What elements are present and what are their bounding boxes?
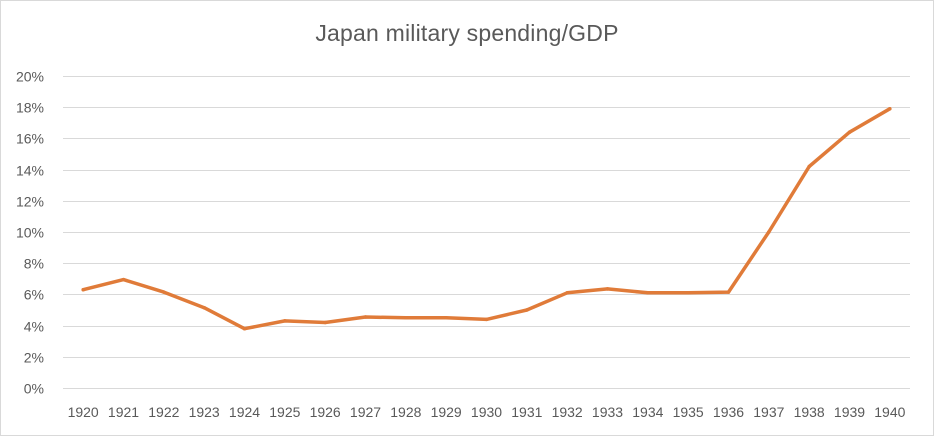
x-tick-label: 1939 bbox=[834, 404, 865, 420]
data-point-1939 bbox=[847, 130, 852, 134]
x-axis-tick-labels: 1920 1921 1922 1923 1924 1925 1926 1927 1928 1929… bbox=[68, 404, 906, 420]
chart-title: Japan military spending/GDP bbox=[315, 20, 619, 46]
x-tick-label: 1933 bbox=[592, 404, 623, 420]
y-tick-label: 2% bbox=[24, 350, 44, 366]
x-tick-label: 1932 bbox=[552, 404, 583, 420]
y-tick-label: 0% bbox=[24, 381, 44, 397]
series-layer bbox=[81, 107, 892, 331]
x-tick-label: 1927 bbox=[350, 404, 381, 420]
data-point-1920 bbox=[81, 287, 85, 292]
y-tick-label: 18% bbox=[16, 100, 44, 116]
x-tick-label: 1931 bbox=[511, 404, 542, 420]
data-point-1933 bbox=[605, 287, 610, 291]
data-point-1925 bbox=[283, 319, 287, 323]
data-point-1923 bbox=[202, 305, 206, 310]
data-point-1934 bbox=[646, 291, 650, 295]
x-tick-label: 1929 bbox=[431, 404, 462, 420]
y-tick-label: 10% bbox=[16, 225, 44, 241]
x-tick-label: 1936 bbox=[713, 404, 744, 420]
x-tick-label: 1923 bbox=[189, 404, 220, 420]
y-tick-label: 8% bbox=[24, 256, 44, 272]
data-point-1924 bbox=[242, 326, 247, 331]
data-point-1928 bbox=[404, 316, 408, 320]
data-point-1929 bbox=[444, 316, 448, 320]
data-point-1940 bbox=[888, 107, 892, 111]
gridlines bbox=[63, 76, 910, 389]
data-point-1936 bbox=[726, 290, 731, 294]
y-tick-label: 20% bbox=[16, 69, 44, 85]
y-tick-label: 6% bbox=[24, 287, 44, 303]
data-point-1922 bbox=[162, 290, 166, 294]
data-point-1931 bbox=[525, 308, 529, 312]
data-point-1921 bbox=[121, 277, 126, 282]
data-point-1937 bbox=[767, 230, 771, 234]
x-tick-label: 1922 bbox=[148, 404, 179, 420]
y-tick-label: 16% bbox=[16, 131, 44, 147]
x-tick-label: 1921 bbox=[108, 404, 139, 420]
y-tick-label: 12% bbox=[16, 194, 44, 210]
x-tick-label: 1924 bbox=[229, 404, 260, 420]
x-tick-label: 1920 bbox=[68, 404, 99, 420]
x-tick-label: 1940 bbox=[874, 404, 905, 420]
y-tick-label: 14% bbox=[16, 163, 44, 179]
data-point-1926 bbox=[323, 320, 327, 325]
data-point-1932 bbox=[565, 291, 569, 295]
x-tick-label: 1926 bbox=[310, 404, 341, 420]
data-point-1927 bbox=[363, 315, 368, 319]
data-point-1930 bbox=[484, 317, 489, 322]
y-tick-label: 4% bbox=[24, 319, 44, 335]
x-tick-label: 1937 bbox=[753, 404, 784, 420]
data-point-1935 bbox=[686, 291, 690, 295]
x-tick-label: 1938 bbox=[794, 404, 825, 420]
series-line bbox=[81, 107, 892, 331]
x-tick-label: 1925 bbox=[269, 404, 300, 420]
x-tick-label: 1930 bbox=[471, 404, 502, 420]
x-tick-label: 1935 bbox=[673, 404, 704, 420]
x-tick-label: 1934 bbox=[632, 404, 663, 420]
data-point-1938 bbox=[807, 164, 811, 169]
x-tick-label: 1928 bbox=[390, 404, 421, 420]
y-axis-tick-labels: 0% 2% 4% 6% 8% 10% 12% 14% 16% 18% 20% bbox=[16, 69, 44, 397]
